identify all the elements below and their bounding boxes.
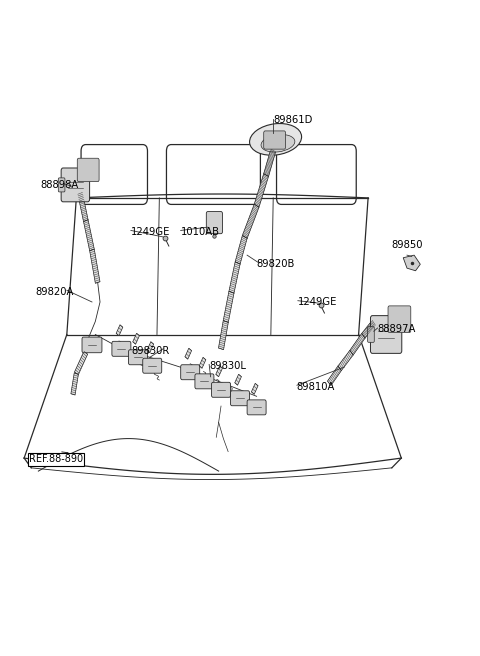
FancyBboxPatch shape — [180, 365, 200, 380]
Polygon shape — [350, 333, 365, 355]
Text: 88898A: 88898A — [41, 180, 79, 190]
FancyBboxPatch shape — [206, 212, 222, 234]
FancyBboxPatch shape — [247, 400, 266, 415]
FancyBboxPatch shape — [129, 350, 147, 365]
FancyBboxPatch shape — [58, 178, 65, 192]
Text: 1249GE: 1249GE — [131, 227, 170, 237]
FancyBboxPatch shape — [77, 158, 99, 182]
Polygon shape — [327, 366, 341, 386]
FancyBboxPatch shape — [230, 391, 250, 405]
FancyBboxPatch shape — [368, 327, 374, 342]
Text: REF.88-890: REF.88-890 — [29, 455, 83, 464]
Text: 89830L: 89830L — [209, 361, 246, 371]
Text: 89810A: 89810A — [296, 382, 335, 392]
Ellipse shape — [261, 134, 295, 152]
FancyBboxPatch shape — [82, 337, 102, 353]
Polygon shape — [403, 255, 420, 271]
Polygon shape — [229, 262, 240, 293]
Polygon shape — [264, 149, 276, 176]
Polygon shape — [223, 291, 234, 322]
Polygon shape — [133, 333, 139, 344]
Polygon shape — [362, 320, 375, 338]
Polygon shape — [116, 325, 123, 336]
FancyBboxPatch shape — [61, 168, 90, 202]
Polygon shape — [242, 204, 259, 239]
Text: 89850: 89850 — [392, 239, 423, 250]
Polygon shape — [235, 375, 241, 385]
Polygon shape — [235, 236, 247, 264]
Polygon shape — [199, 358, 206, 368]
Ellipse shape — [250, 123, 301, 155]
Polygon shape — [84, 220, 94, 251]
Text: 89820A: 89820A — [35, 287, 73, 297]
Polygon shape — [147, 342, 154, 353]
Polygon shape — [90, 249, 100, 283]
Text: 88897A: 88897A — [378, 324, 416, 335]
Polygon shape — [216, 366, 222, 377]
Polygon shape — [218, 321, 228, 350]
FancyBboxPatch shape — [264, 131, 286, 149]
FancyBboxPatch shape — [212, 382, 230, 398]
Polygon shape — [252, 383, 258, 394]
Polygon shape — [338, 350, 353, 371]
Polygon shape — [254, 174, 268, 207]
Text: 89820B: 89820B — [257, 259, 295, 269]
Text: 89861D: 89861D — [273, 115, 312, 125]
Polygon shape — [74, 351, 88, 375]
Text: 89830R: 89830R — [131, 346, 169, 356]
FancyBboxPatch shape — [143, 358, 162, 373]
Polygon shape — [78, 192, 88, 222]
Text: 1249GE: 1249GE — [298, 297, 337, 307]
FancyBboxPatch shape — [371, 316, 402, 354]
Polygon shape — [71, 373, 78, 395]
FancyBboxPatch shape — [388, 306, 411, 333]
Polygon shape — [185, 348, 192, 359]
Text: 1010AB: 1010AB — [180, 227, 220, 237]
FancyBboxPatch shape — [195, 374, 214, 389]
FancyBboxPatch shape — [112, 341, 131, 356]
